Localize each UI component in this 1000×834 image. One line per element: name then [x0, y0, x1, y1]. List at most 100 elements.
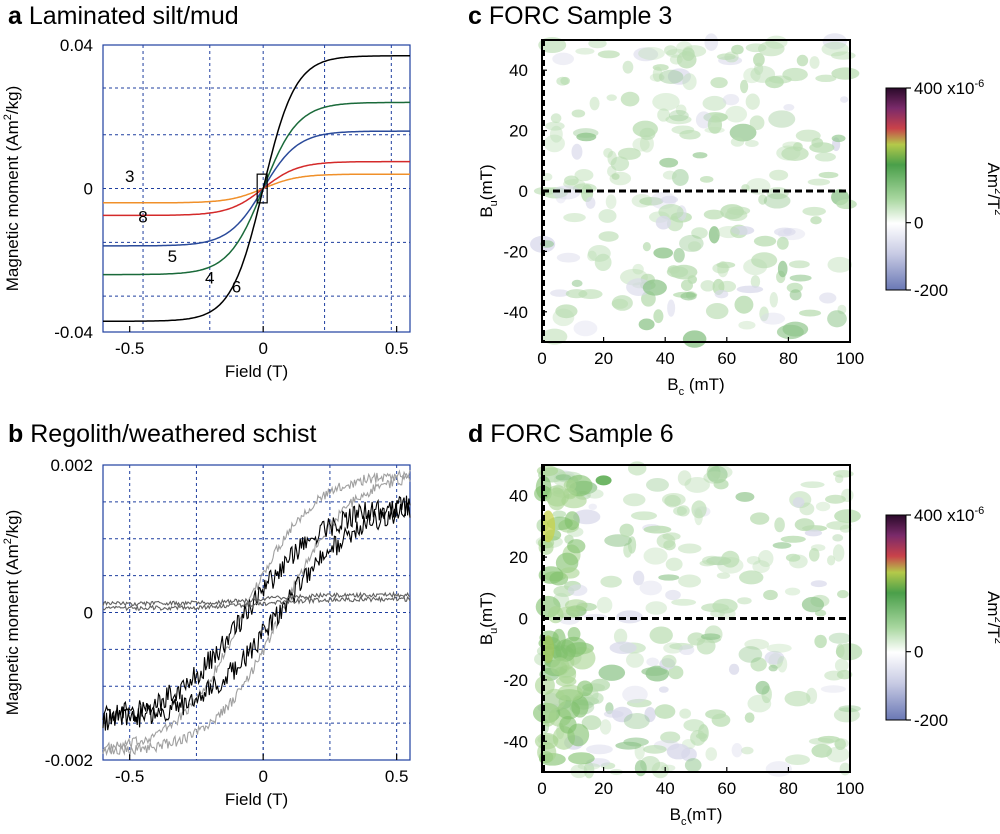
forc-cell	[634, 760, 647, 777]
forc-cell	[586, 744, 613, 755]
forc-density	[530, 33, 860, 348]
series-label-8: 8	[138, 208, 147, 227]
forc-cell	[777, 260, 788, 278]
x-tick-label: 20	[594, 349, 613, 368]
y-axis-label: Magnetic moment (Am2/kg)	[2, 86, 22, 291]
forc-cell	[568, 752, 595, 765]
forc-cell	[604, 534, 632, 547]
forc-cell	[611, 173, 620, 180]
forc-cell	[687, 632, 706, 646]
colorbar	[885, 87, 907, 291]
colorbar-unit: Am2/T2	[984, 163, 1000, 216]
forc-cell	[547, 487, 566, 511]
forc-cell	[826, 746, 850, 763]
x-tick-label: 80	[779, 349, 798, 368]
series-label-5: 5	[168, 247, 177, 266]
forc-cell	[827, 310, 847, 328]
forc-cell	[704, 33, 719, 51]
forc-cell	[564, 599, 588, 612]
y-axis-label: Bu(mT)	[477, 592, 500, 645]
forc-cell	[768, 75, 792, 84]
forc-cell	[660, 195, 679, 204]
forc-cell	[794, 518, 815, 532]
forc-cell	[811, 744, 833, 758]
forc-cell	[831, 67, 860, 80]
forc-cell	[622, 685, 648, 704]
x-tick-label: 100	[836, 349, 864, 368]
forc-cell	[673, 247, 685, 263]
forc-cell	[662, 170, 677, 180]
forc-cell	[708, 226, 720, 244]
forc-cell	[638, 318, 655, 331]
forc-cell	[572, 128, 599, 138]
forc-cell	[555, 304, 578, 319]
forc-cell	[571, 143, 583, 160]
forc-cell	[567, 626, 581, 642]
x-axis-label: Bc (mT)	[667, 375, 724, 398]
panel-c-title-text: FORC Sample 3	[488, 2, 673, 30]
forc-cell	[777, 656, 788, 673]
forc-cell	[743, 67, 761, 84]
forc-cell	[619, 523, 634, 538]
forc-cell	[766, 187, 789, 200]
forc-cell	[810, 580, 827, 588]
forc-cell	[792, 497, 805, 508]
forc-cell	[782, 321, 809, 337]
y-tick-label: 0.04	[60, 36, 93, 55]
forc-cell	[555, 676, 577, 687]
forc-cell	[808, 547, 820, 562]
forc-cell	[552, 646, 568, 661]
forc-cell	[789, 289, 802, 301]
series-label-3: 3	[125, 167, 134, 186]
colorbar-tick-label: -200	[914, 281, 948, 300]
forc-cell	[552, 308, 575, 327]
forc-cell	[682, 73, 697, 91]
x-tick-label: 100	[836, 779, 864, 798]
series-line-dark-grey-loop	[102, 590, 411, 608]
forc-cell	[666, 743, 691, 760]
x-tick-label: 40	[656, 349, 675, 368]
forc-cell	[623, 542, 633, 558]
forc-cell	[705, 709, 727, 720]
series-line-6	[103, 55, 410, 322]
forc-cell	[677, 470, 692, 486]
forc-cell	[766, 643, 792, 653]
x-tick-label: 20	[594, 779, 613, 798]
forc-cell	[661, 654, 677, 668]
forc-cell	[699, 175, 714, 183]
forc-cell	[824, 670, 844, 681]
forc-cell	[668, 665, 684, 680]
forc-cell	[536, 465, 559, 477]
forc-cell	[691, 227, 708, 239]
forc-cell	[753, 235, 777, 247]
forc-cell	[557, 684, 583, 701]
forc-cell	[763, 589, 778, 601]
forc-cell	[632, 570, 645, 586]
forc-cell	[667, 299, 676, 317]
forc-cell	[832, 534, 844, 542]
forc-cell	[616, 610, 643, 624]
forc-cell	[809, 56, 820, 69]
chart-b-hysteresis: -0.5 0 0.5 -0.002 0 0.002 Field (T) Magnetic mo…	[2, 456, 411, 809]
forc-cell	[841, 488, 854, 503]
y-tick-label: -0.04	[54, 323, 93, 342]
forc-cell	[780, 535, 806, 543]
forc-cell	[644, 706, 656, 723]
chart-d-forc: 0 20 40 60 80 100-40-2002040Bc(mT)Bu(mT)-2000…	[477, 461, 1000, 828]
forc-cell	[679, 234, 704, 252]
forc-cell	[755, 680, 770, 695]
forc-cell	[811, 137, 824, 148]
colorbar-tick-label: 400 x10-6	[914, 505, 984, 525]
forc-cell	[741, 746, 754, 755]
forc-cell	[653, 309, 664, 324]
x-tick-label: 0	[537, 349, 546, 368]
chart-a-hysteresis: -0.5 0 0.5 -0.04 0 0.04 Field (T) Magnetic mome…	[2, 36, 411, 381]
forc-cell	[734, 295, 754, 314]
forc-cell	[653, 247, 673, 259]
forc-cell	[750, 657, 767, 672]
plot-frame	[102, 464, 411, 761]
x-axis-label: Field (T)	[225, 790, 288, 809]
forc-cell	[670, 264, 698, 280]
forc-cell	[757, 41, 785, 57]
forc-cell	[740, 79, 749, 94]
